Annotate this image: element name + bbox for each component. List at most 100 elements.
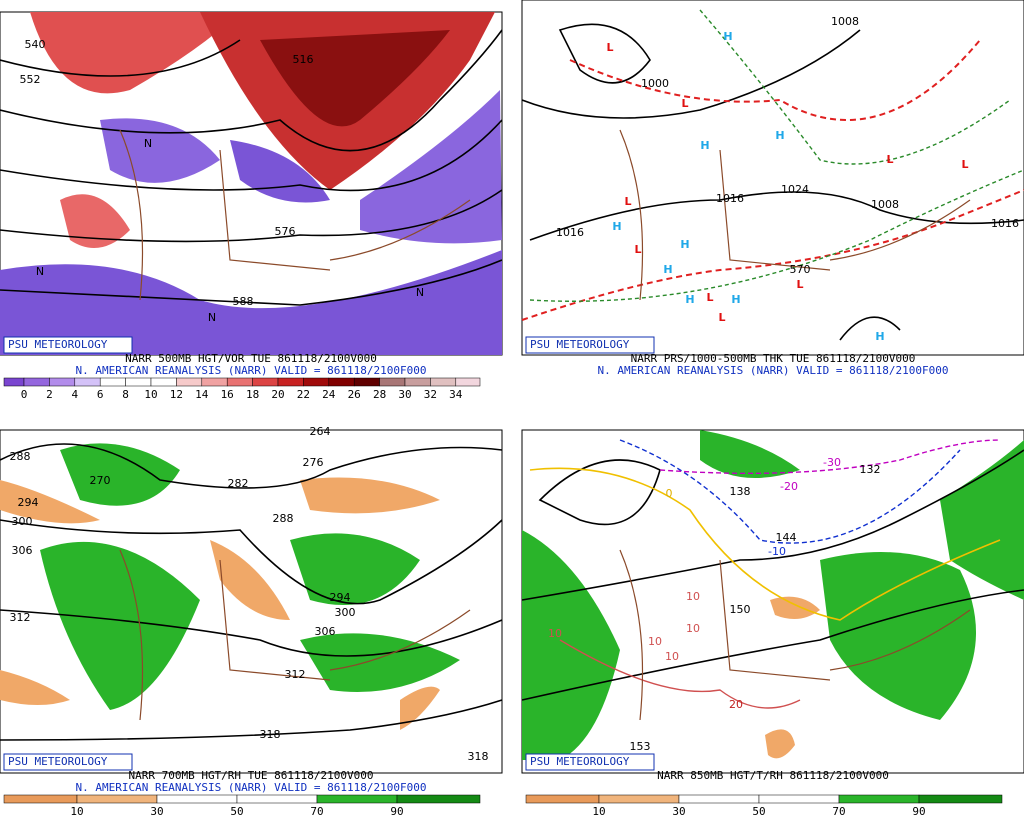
- colorbar-segment: [598, 794, 680, 804]
- map-label: 1016: [556, 226, 584, 239]
- map-label: H: [723, 30, 732, 43]
- colorbar-label: 12: [170, 388, 183, 401]
- colorbar-label: 20: [271, 388, 284, 401]
- map-label: H: [731, 293, 740, 306]
- panel-title: NARR 700MB HGT/RH TUE 861118/2100V000: [128, 769, 373, 782]
- map-label: 552: [20, 73, 41, 86]
- map-label: L: [606, 41, 613, 54]
- colorbar-segment: [396, 794, 481, 804]
- map-label: N: [416, 286, 424, 299]
- colorbar-segment: [201, 377, 228, 387]
- map-label: 312: [285, 668, 306, 681]
- map-label: 282: [228, 477, 249, 490]
- colorbar-segment: [23, 377, 50, 387]
- colorbar-segment: [156, 794, 238, 804]
- map-label: -30: [823, 456, 841, 469]
- map-label: N: [144, 137, 152, 150]
- map-label: 10: [665, 650, 679, 663]
- colorbar-label: 10: [70, 805, 83, 818]
- watermark: PSU METEOROLOGY: [8, 338, 108, 351]
- map-label: 300: [12, 515, 33, 528]
- watermark-box: [3, 753, 133, 771]
- colorbar-label: 34: [449, 388, 463, 401]
- panel-title: NARR 850MB HGT/T/RH 861118/2100V000: [657, 769, 889, 782]
- map-label: N: [36, 265, 44, 278]
- map-label: 0: [666, 487, 673, 500]
- colorbar-segment: [525, 794, 600, 804]
- map-label: 1024: [781, 183, 809, 196]
- map-label: H: [680, 238, 689, 251]
- map-label: 138: [730, 485, 751, 498]
- colorbar-label: 10: [144, 388, 157, 401]
- map-label: H: [875, 330, 884, 343]
- watermark-box: [525, 753, 655, 771]
- colorbar-segment: [150, 377, 177, 387]
- map-label: 300: [335, 606, 356, 619]
- colorbar-segment: [303, 377, 330, 387]
- colorbar-segment: [455, 377, 481, 387]
- panel-pressure: [521, 0, 1024, 356]
- colorbar-segment: [76, 794, 158, 804]
- map-label: 294: [18, 496, 39, 509]
- map-label: 1008: [831, 15, 859, 28]
- map-label: 270: [90, 474, 111, 487]
- watermark-box: [3, 336, 133, 354]
- map-label: 144: [776, 531, 797, 544]
- colorbar-label: 28: [373, 388, 386, 401]
- map-label: -10: [768, 545, 786, 558]
- map-label: L: [718, 311, 725, 324]
- map-label: L: [634, 243, 641, 256]
- map-label: H: [612, 220, 621, 233]
- map-label: L: [681, 97, 688, 110]
- colorbar-segment: [758, 794, 840, 804]
- panel-700mb: [0, 429, 503, 774]
- map-label: L: [886, 153, 893, 166]
- colorbar-label: 26: [348, 388, 361, 401]
- panel-500mb: [0, 11, 503, 356]
- map-label: 1016: [716, 192, 744, 205]
- map-label: 1008: [871, 198, 899, 211]
- map-label: 318: [468, 750, 489, 763]
- map-label: 264: [310, 425, 331, 438]
- colorbar-label: 90: [912, 805, 925, 818]
- colorbar-segment: [252, 377, 279, 387]
- colorbar-label: 6: [97, 388, 104, 401]
- panel-subtitle: N. AMERICAN REANALYSIS (NARR) VALID = 86…: [76, 781, 427, 794]
- colorbar-segment: [838, 794, 920, 804]
- colorbar-label: 90: [390, 805, 403, 818]
- colorbar-label: 2: [46, 388, 53, 401]
- colorbar-label: 22: [297, 388, 310, 401]
- map-label: 570: [790, 263, 811, 276]
- map-label: 10: [548, 627, 562, 640]
- map-label: H: [685, 293, 694, 306]
- colorbar-label: 30: [150, 805, 163, 818]
- watermark: PSU METEOROLOGY: [8, 755, 108, 768]
- panel-title: NARR PRS/1000-500MB THK TUE 861118/2100V…: [631, 352, 916, 365]
- colorbar-label: 32: [424, 388, 437, 401]
- colorbar-segment: [328, 377, 355, 387]
- colorbar-label: 24: [322, 388, 336, 401]
- colorbar-segment: [3, 794, 78, 804]
- map-label: 540: [25, 38, 46, 51]
- watermark: PSU METEOROLOGY: [530, 338, 630, 351]
- map-label: 588: [233, 295, 254, 308]
- map-label: -20: [780, 480, 798, 493]
- map-label: 318: [260, 728, 281, 741]
- colorbar-segment: [379, 377, 406, 387]
- colorbar-segment: [226, 377, 253, 387]
- map-label: 306: [12, 544, 33, 557]
- map-label: 153: [630, 740, 651, 753]
- map-label: H: [663, 263, 672, 276]
- colorbar-label: 14: [195, 388, 209, 401]
- colorbar-label: 8: [122, 388, 129, 401]
- colorbar-segment: [353, 377, 380, 387]
- map-label: 288: [273, 512, 294, 525]
- colorbar-label: 50: [752, 805, 765, 818]
- map-label: 276: [303, 456, 324, 469]
- panel-title: NARR 500MB HGT/VOR TUE 861118/2100V000: [125, 352, 377, 365]
- map-label: 312: [10, 611, 31, 624]
- map-label: L: [624, 195, 631, 208]
- colorbar-label: 10: [592, 805, 605, 818]
- colorbar-label: 50: [230, 805, 243, 818]
